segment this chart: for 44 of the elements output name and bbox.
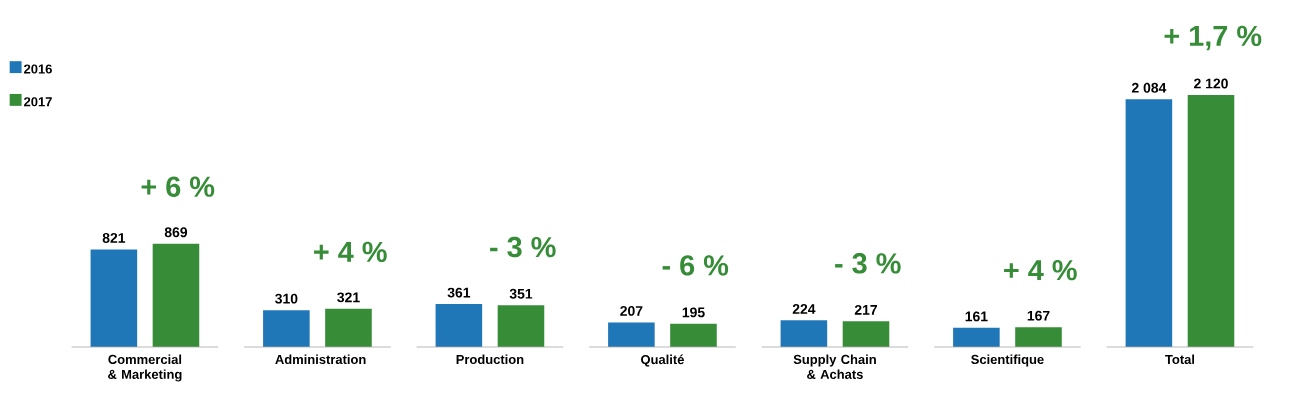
bar <box>263 310 310 347</box>
annotation: + 4 % <box>314 241 387 262</box>
data-label: 207 <box>620 305 643 316</box>
data-label: 167 <box>1027 310 1050 321</box>
annotation: - 3 % <box>835 253 901 274</box>
x-tick-label: Total <box>1165 354 1195 365</box>
data-label: 351 <box>509 288 533 299</box>
data-label: 321 <box>337 292 360 303</box>
data-label: 310 <box>275 293 298 304</box>
bar <box>1125 99 1173 347</box>
data-label: 2 084 <box>1131 82 1167 93</box>
data-label: 869 <box>164 227 188 238</box>
data-label: 361 <box>447 287 471 298</box>
annotation: - 6 % <box>662 255 729 276</box>
x-tick-label: Supply Chain & Achats <box>793 354 876 379</box>
legend-label: 2016 <box>24 64 52 74</box>
bar <box>1187 95 1235 347</box>
x-tick-label: Scientifique <box>971 354 1044 367</box>
text: + 1,7 % <box>1164 25 1262 51</box>
bar <box>152 243 200 347</box>
data-label: 161 <box>965 311 988 322</box>
bar <box>842 321 890 347</box>
bar <box>953 327 1000 347</box>
annotation: + 4 % <box>1004 259 1077 281</box>
data-label: 821 <box>102 233 126 243</box>
data-label: 2 120 <box>1194 78 1228 89</box>
bar <box>90 249 138 347</box>
legend-label: 2017 <box>24 97 52 107</box>
x-tick-label: Commercial & Marketing <box>108 354 182 382</box>
bar <box>435 304 483 347</box>
bar <box>325 308 372 347</box>
data-label: 224 <box>792 304 816 314</box>
bar <box>608 322 655 347</box>
data-label: 217 <box>854 304 877 315</box>
annotation: - 3 % <box>490 236 556 258</box>
bar <box>670 323 717 347</box>
bar <box>780 320 828 347</box>
bar <box>497 305 545 347</box>
x-tick-label: Administration <box>275 354 366 365</box>
data-label: 195 <box>682 307 705 318</box>
bar <box>1015 327 1062 347</box>
x-tick-label: Qualité <box>641 354 684 367</box>
x-tick-label: Production <box>456 354 524 365</box>
annotation: + 6 % <box>141 176 215 197</box>
